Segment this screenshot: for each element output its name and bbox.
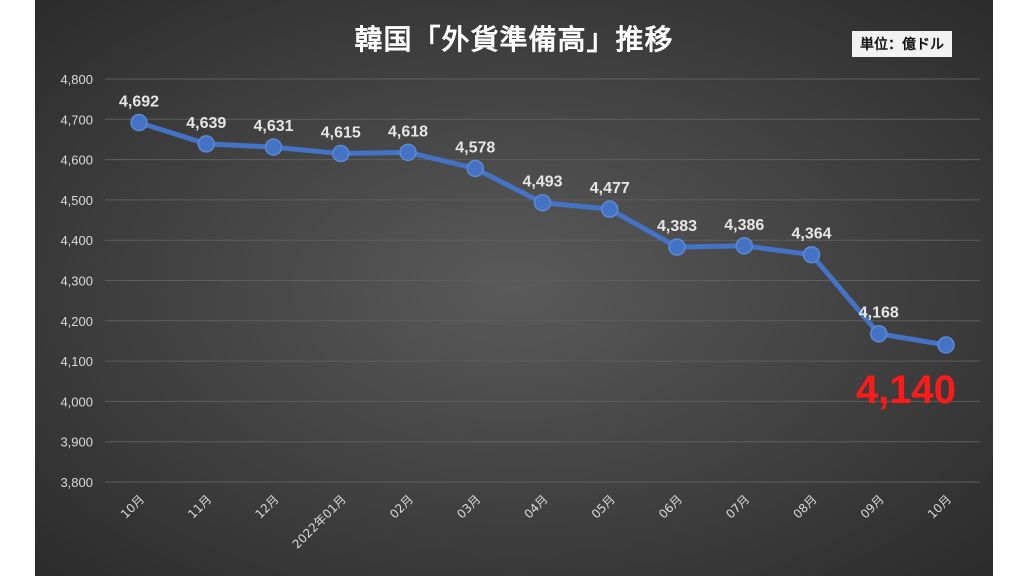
x-tick-label: 12月: [252, 492, 281, 521]
data-label: 4,383: [657, 218, 697, 235]
data-point: [937, 336, 955, 354]
x-tick-label: 2022年01月: [290, 492, 349, 551]
data-label: 4,615: [321, 125, 361, 142]
chart-panel: 韓国「外貨準備高」推移 単位：億ドル 3,800 3,900 4,000 4,100 4…: [35, 0, 993, 576]
data-point: [264, 138, 283, 156]
data-point: [870, 324, 888, 343]
data-label: 4,493: [522, 174, 562, 191]
data-label: 4,386: [724, 217, 764, 234]
data-point: [668, 238, 686, 256]
line-chart: 3,800 3,900 4,000 4,100 4,200 4,300 4,400 4,500…: [60, 72, 980, 551]
data-label: 4,618: [388, 123, 428, 140]
y-tick-label: 4,500: [60, 193, 93, 208]
data-point: [332, 144, 350, 163]
y-tick-label: 4,200: [60, 314, 93, 329]
data-point: [601, 200, 619, 218]
unit-label: 単位：億ドル: [852, 31, 952, 57]
data-label: 4,631: [253, 118, 293, 135]
data-point: [802, 245, 821, 264]
y-tick-label: 3,900: [60, 435, 93, 450]
data-point: [466, 159, 484, 178]
y-tick-label: 4,100: [60, 354, 93, 369]
x-tick-label: 09月: [858, 492, 887, 521]
x-tick-label: 07月: [723, 492, 752, 521]
x-tick-label: 08月: [790, 492, 819, 521]
x-tick-label: 06月: [656, 492, 685, 521]
data-point: [533, 193, 552, 212]
chart-title: 韓国「外貨準備高」推移: [354, 23, 674, 56]
y-tick-label: 4,300: [60, 274, 93, 289]
data-label-latest: 4,140: [856, 368, 956, 412]
data-label: 4,364: [791, 226, 831, 243]
y-tick-label: 4,400: [60, 233, 93, 248]
x-tick-label: 03月: [454, 492, 483, 521]
y-tick-label: 4,600: [60, 153, 93, 168]
y-tick-label: 4,800: [60, 72, 93, 87]
data-label: 4,639: [186, 115, 226, 132]
x-tick-label: 02月: [387, 492, 416, 521]
data-point: [399, 143, 417, 162]
x-tick-label: 11月: [185, 492, 214, 521]
data-label: 4,477: [590, 180, 630, 197]
data-point: [130, 113, 148, 132]
x-tick-label: 10月: [118, 492, 147, 521]
data-label: 4,692: [119, 94, 159, 111]
data-label: 4,578: [455, 139, 495, 156]
x-tick-label: 04月: [521, 492, 550, 521]
y-tick-label: 4,000: [60, 394, 93, 409]
x-tick-label: 05月: [589, 492, 618, 521]
data-point: [197, 135, 215, 153]
x-tick-label: 10月: [925, 492, 954, 521]
y-tick-label: 4,700: [60, 112, 93, 127]
data-point: [735, 237, 753, 255]
data-label: 4,168: [859, 305, 899, 322]
y-tick-label: 3,800: [60, 475, 93, 490]
